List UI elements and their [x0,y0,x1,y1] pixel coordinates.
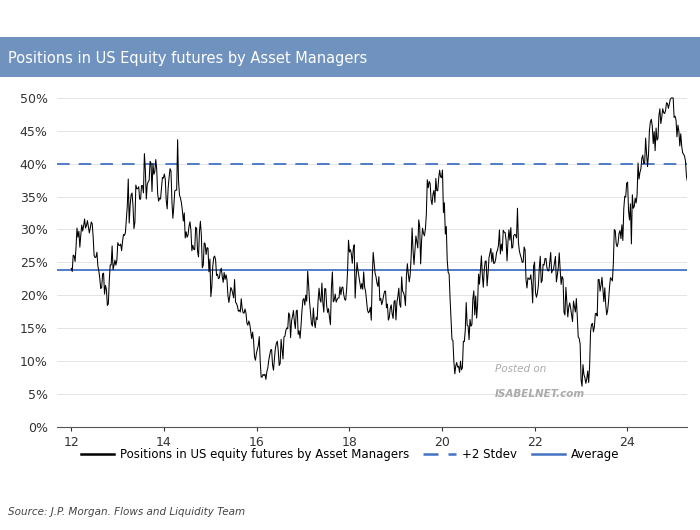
Legend: Positions in US equity futures by Asset Managers, +2 Stdev, Average: Positions in US equity futures by Asset … [76,443,624,465]
Text: Posted on: Posted on [496,364,547,374]
Text: Source: J.P. Morgan. Flows and Liquidity Team: Source: J.P. Morgan. Flows and Liquidity… [8,507,246,517]
Text: ISABELNET.com: ISABELNET.com [496,390,585,399]
Text: Positions in US Equity futures by Asset Managers: Positions in US Equity futures by Asset … [8,51,368,66]
